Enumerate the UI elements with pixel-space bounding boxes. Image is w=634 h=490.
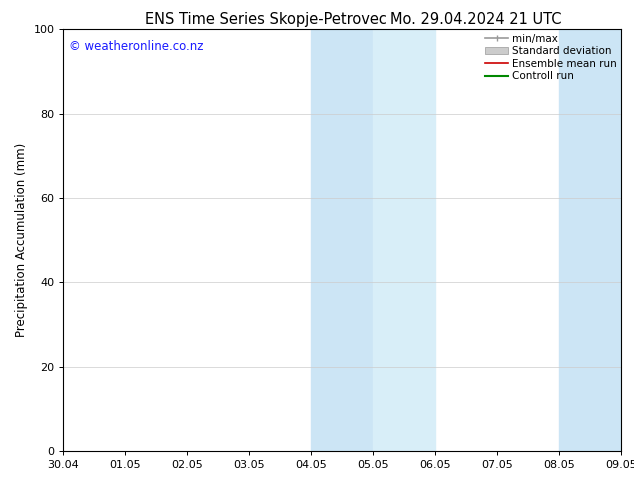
Bar [373,29,436,451]
Bar [311,29,373,451]
Bar [559,29,621,451]
Y-axis label: Precipitation Accumulation (mm): Precipitation Accumulation (mm) [15,143,28,337]
Text: Mo. 29.04.2024 21 UTC: Mo. 29.04.2024 21 UTC [390,12,561,27]
Text: © weatheronline.co.nz: © weatheronline.co.nz [69,40,204,53]
Text: ENS Time Series Skopje-Petrovec: ENS Time Series Skopje-Petrovec [145,12,387,27]
Legend: min/max, Standard deviation, Ensemble mean run, Controll run: min/max, Standard deviation, Ensemble me… [484,32,618,82]
